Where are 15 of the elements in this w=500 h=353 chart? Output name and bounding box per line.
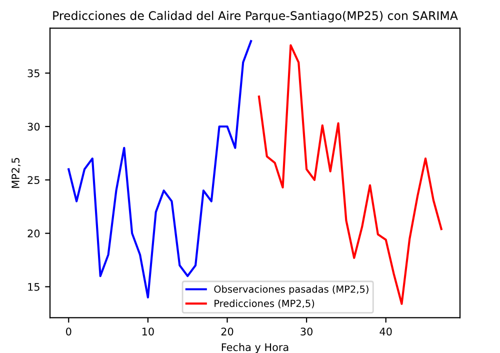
x-tick-label: 40 bbox=[380, 328, 392, 336]
x-tick-label: 20 bbox=[221, 328, 234, 336]
y-tick-label: 20 bbox=[28, 230, 40, 238]
y-tick-label: 25 bbox=[28, 176, 40, 184]
y-tick-label: 15 bbox=[28, 283, 40, 291]
x-tick-label: 10 bbox=[142, 328, 154, 336]
x-tick-label: 0 bbox=[66, 328, 72, 336]
x-tick-label: 30 bbox=[300, 328, 312, 336]
x-axis-title: Fecha y Hora bbox=[222, 343, 288, 353]
y-tick-label: 30 bbox=[28, 122, 40, 131]
legend-label: Observaciones pasadas (MP2,5) bbox=[214, 285, 368, 295]
y-axis-title: MP2,5 bbox=[12, 158, 21, 188]
y-tick-label: 35 bbox=[28, 69, 40, 78]
legend-label: Predicciones (MP2,5) bbox=[214, 300, 314, 308]
chart-title: Predicciones de Calidad del Aire Parque-Santiago(MP25) con SARIMA bbox=[53, 10, 458, 22]
